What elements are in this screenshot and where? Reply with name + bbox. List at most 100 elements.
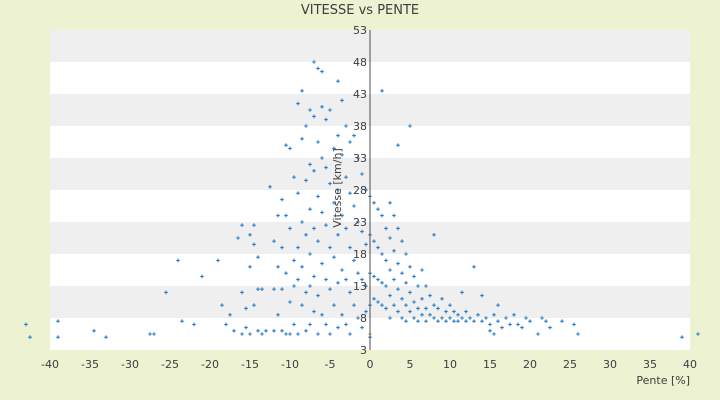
data-point [320, 261, 324, 266]
data-point [240, 223, 244, 227]
data-point [380, 252, 384, 256]
data-point [412, 274, 416, 279]
data-point [312, 114, 316, 119]
data-point [308, 207, 312, 211]
x-tick-label: 15 [483, 358, 497, 371]
data-point [472, 265, 476, 269]
data-point [428, 293, 432, 298]
data-point [300, 137, 304, 141]
data-point [224, 322, 228, 327]
data-point [24, 322, 28, 327]
data-point [528, 319, 532, 323]
data-point [364, 242, 368, 247]
data-point [340, 98, 344, 103]
data-point [376, 245, 380, 250]
data-point [408, 124, 412, 128]
data-point [372, 201, 376, 205]
data-point [544, 319, 548, 323]
data-point [300, 265, 304, 269]
data-point [324, 117, 328, 122]
data-point [452, 309, 456, 314]
data-point [388, 293, 392, 298]
data-point [344, 277, 348, 282]
data-point [396, 309, 400, 314]
data-point [256, 329, 260, 333]
data-point [304, 290, 308, 295]
data-point [496, 319, 500, 323]
data-point [472, 319, 476, 323]
y-tick-label: 28 [353, 184, 367, 197]
data-point [272, 239, 276, 243]
data-point [364, 188, 368, 192]
data-point [320, 210, 324, 215]
data-point [304, 233, 308, 237]
data-point [524, 316, 528, 320]
data-point [252, 303, 256, 307]
data-point [352, 303, 356, 307]
data-point [344, 175, 348, 179]
y-tick-label: 23 [353, 216, 367, 229]
data-point [324, 223, 328, 227]
data-point [332, 255, 336, 259]
data-point [392, 277, 396, 282]
data-point [404, 319, 408, 323]
data-point [488, 329, 492, 333]
x-tick-label: 5 [407, 358, 414, 371]
data-point [408, 265, 412, 269]
data-point [284, 213, 288, 218]
data-point [432, 316, 436, 320]
data-point [312, 274, 316, 279]
data-point [104, 335, 108, 339]
y-tick-label: 8 [360, 312, 367, 325]
data-point [480, 293, 484, 298]
data-point [260, 287, 264, 291]
data-point [324, 277, 328, 282]
data-point [292, 258, 296, 263]
data-point [280, 245, 284, 250]
data-point [388, 316, 392, 320]
data-point [456, 313, 460, 317]
y-tick-label: 33 [353, 152, 367, 165]
data-point [164, 290, 168, 295]
data-point [576, 332, 580, 336]
data-point [236, 236, 240, 240]
data-point [292, 175, 296, 179]
data-point [356, 220, 360, 224]
data-point [348, 140, 352, 144]
data-point [384, 284, 388, 288]
data-point [376, 300, 380, 304]
data-point [388, 236, 392, 240]
x-tick-label: 10 [443, 358, 457, 371]
data-point [424, 284, 428, 288]
x-tick-label: -20 [201, 358, 219, 371]
data-point [336, 233, 340, 237]
data-point [300, 89, 304, 93]
data-point [276, 265, 280, 269]
data-point [400, 316, 404, 320]
data-point [216, 258, 220, 263]
data-point [288, 300, 292, 304]
x-tick-label: 35 [643, 358, 657, 371]
data-point [152, 332, 156, 336]
x-tick-label: 30 [603, 358, 617, 371]
data-point [328, 245, 332, 250]
data-point [380, 303, 384, 307]
data-point [176, 258, 180, 263]
data-point [296, 277, 300, 282]
data-point [192, 322, 196, 327]
data-point [92, 329, 96, 333]
data-point [316, 293, 320, 298]
data-point [328, 108, 332, 112]
data-point [464, 309, 468, 314]
data-point [352, 133, 356, 138]
data-point [424, 306, 428, 311]
data-point [680, 335, 684, 339]
data-point [364, 309, 368, 314]
data-point [408, 290, 412, 295]
data-point [456, 319, 460, 323]
data-point [496, 303, 500, 307]
data-point [432, 303, 436, 307]
data-point [312, 60, 316, 64]
